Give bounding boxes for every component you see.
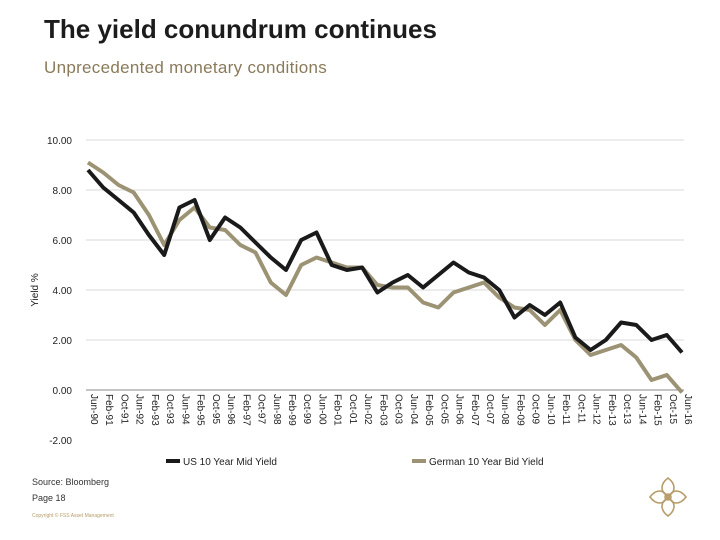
x-tick-label: Oct-01: [347, 394, 358, 424]
source-note: Source: Bloomberg: [32, 477, 110, 487]
x-tick-label: Feb-99: [286, 394, 297, 426]
x-tick-label: Jun-16: [682, 394, 693, 425]
slide-title: The yield conundrum continues: [44, 14, 437, 44]
y-tick-label: 10.00: [47, 136, 72, 147]
x-tick-label: Feb-09: [514, 394, 525, 426]
x-tick-label: Oct-15: [667, 394, 678, 424]
yield-line-chart: 10.00 8.00 6.00 4.00 2.00 0.00 -2.00 Yield % Jun…: [30, 136, 693, 468]
x-tick-label: Oct-07: [484, 394, 495, 424]
x-tick-label: Jun-12: [591, 394, 602, 425]
slide-subtitle: Unprecedented monetary conditions: [44, 58, 328, 77]
x-tick-label: Oct-97: [256, 394, 267, 424]
x-tick-label: Jun-10: [545, 394, 556, 425]
x-tick-label: Oct-05: [438, 394, 449, 424]
legend-german: German 10 Year Bid Yield: [429, 457, 544, 468]
x-tick-label: Feb-15: [652, 394, 663, 426]
y-tick-label: 8.00: [53, 186, 73, 197]
page-number: Page 18: [32, 493, 66, 503]
x-tick-label: Jun-92: [134, 394, 145, 425]
x-tick-label: Feb-95: [195, 394, 206, 426]
y-tick-label: -2.00: [49, 436, 72, 447]
x-tick-label: Jun-98: [271, 394, 282, 425]
x-tick-label: Oct-99: [301, 394, 312, 424]
x-tick-label: Jun-94: [179, 394, 190, 425]
ornament-logo-icon: [648, 476, 688, 518]
x-tick-label: Feb-93: [149, 394, 160, 426]
x-tick-label: Jun-02: [362, 394, 373, 425]
x-tick-label: Jun-08: [499, 394, 510, 425]
x-tick-label: Jun-14: [636, 394, 647, 425]
us-10y-yield-line: [86, 168, 684, 354]
y-tick-label: 4.00: [53, 286, 73, 297]
x-tick-label: Jun-04: [408, 394, 419, 425]
y-tick-label: 0.00: [53, 386, 73, 397]
x-tick-label: Feb-03: [377, 394, 388, 426]
x-tick-label: Feb-05: [423, 394, 434, 426]
x-tick-label: Feb-07: [469, 394, 480, 426]
y-tick-label: 2.00: [53, 336, 73, 347]
x-tick-label: Oct-13: [621, 394, 632, 424]
x-tick-label: Oct-09: [530, 394, 541, 424]
x-tick-label: Feb-11: [560, 394, 571, 425]
x-tick-label: Oct-91: [118, 394, 129, 424]
x-tick-label: Jun-00: [316, 394, 327, 425]
x-tick-label: Oct-95: [210, 394, 221, 424]
x-tick-label: Jun-90: [88, 394, 99, 425]
x-tick-label: Oct-11: [575, 394, 586, 424]
x-tick-label: Feb-13: [606, 394, 617, 426]
y-axis-label: Yield %: [30, 273, 41, 307]
x-tick-label: Feb-01: [332, 394, 343, 426]
legend-us: US 10 Year Mid Yield: [183, 457, 277, 468]
y-tick-label: 6.00: [53, 236, 73, 247]
x-tick-label: Oct-03: [393, 394, 404, 424]
x-tick-label: Jun-96: [225, 394, 236, 425]
x-tick-label: Jun-06: [454, 394, 465, 425]
copyright-note: Copyright © FSS Asset Management: [32, 513, 114, 519]
x-tick-label: Feb-91: [103, 394, 114, 426]
german-10y-yield-line: [86, 160, 684, 394]
x-tick-label: Oct-93: [164, 394, 175, 424]
x-tick-label: Feb-97: [240, 394, 251, 426]
